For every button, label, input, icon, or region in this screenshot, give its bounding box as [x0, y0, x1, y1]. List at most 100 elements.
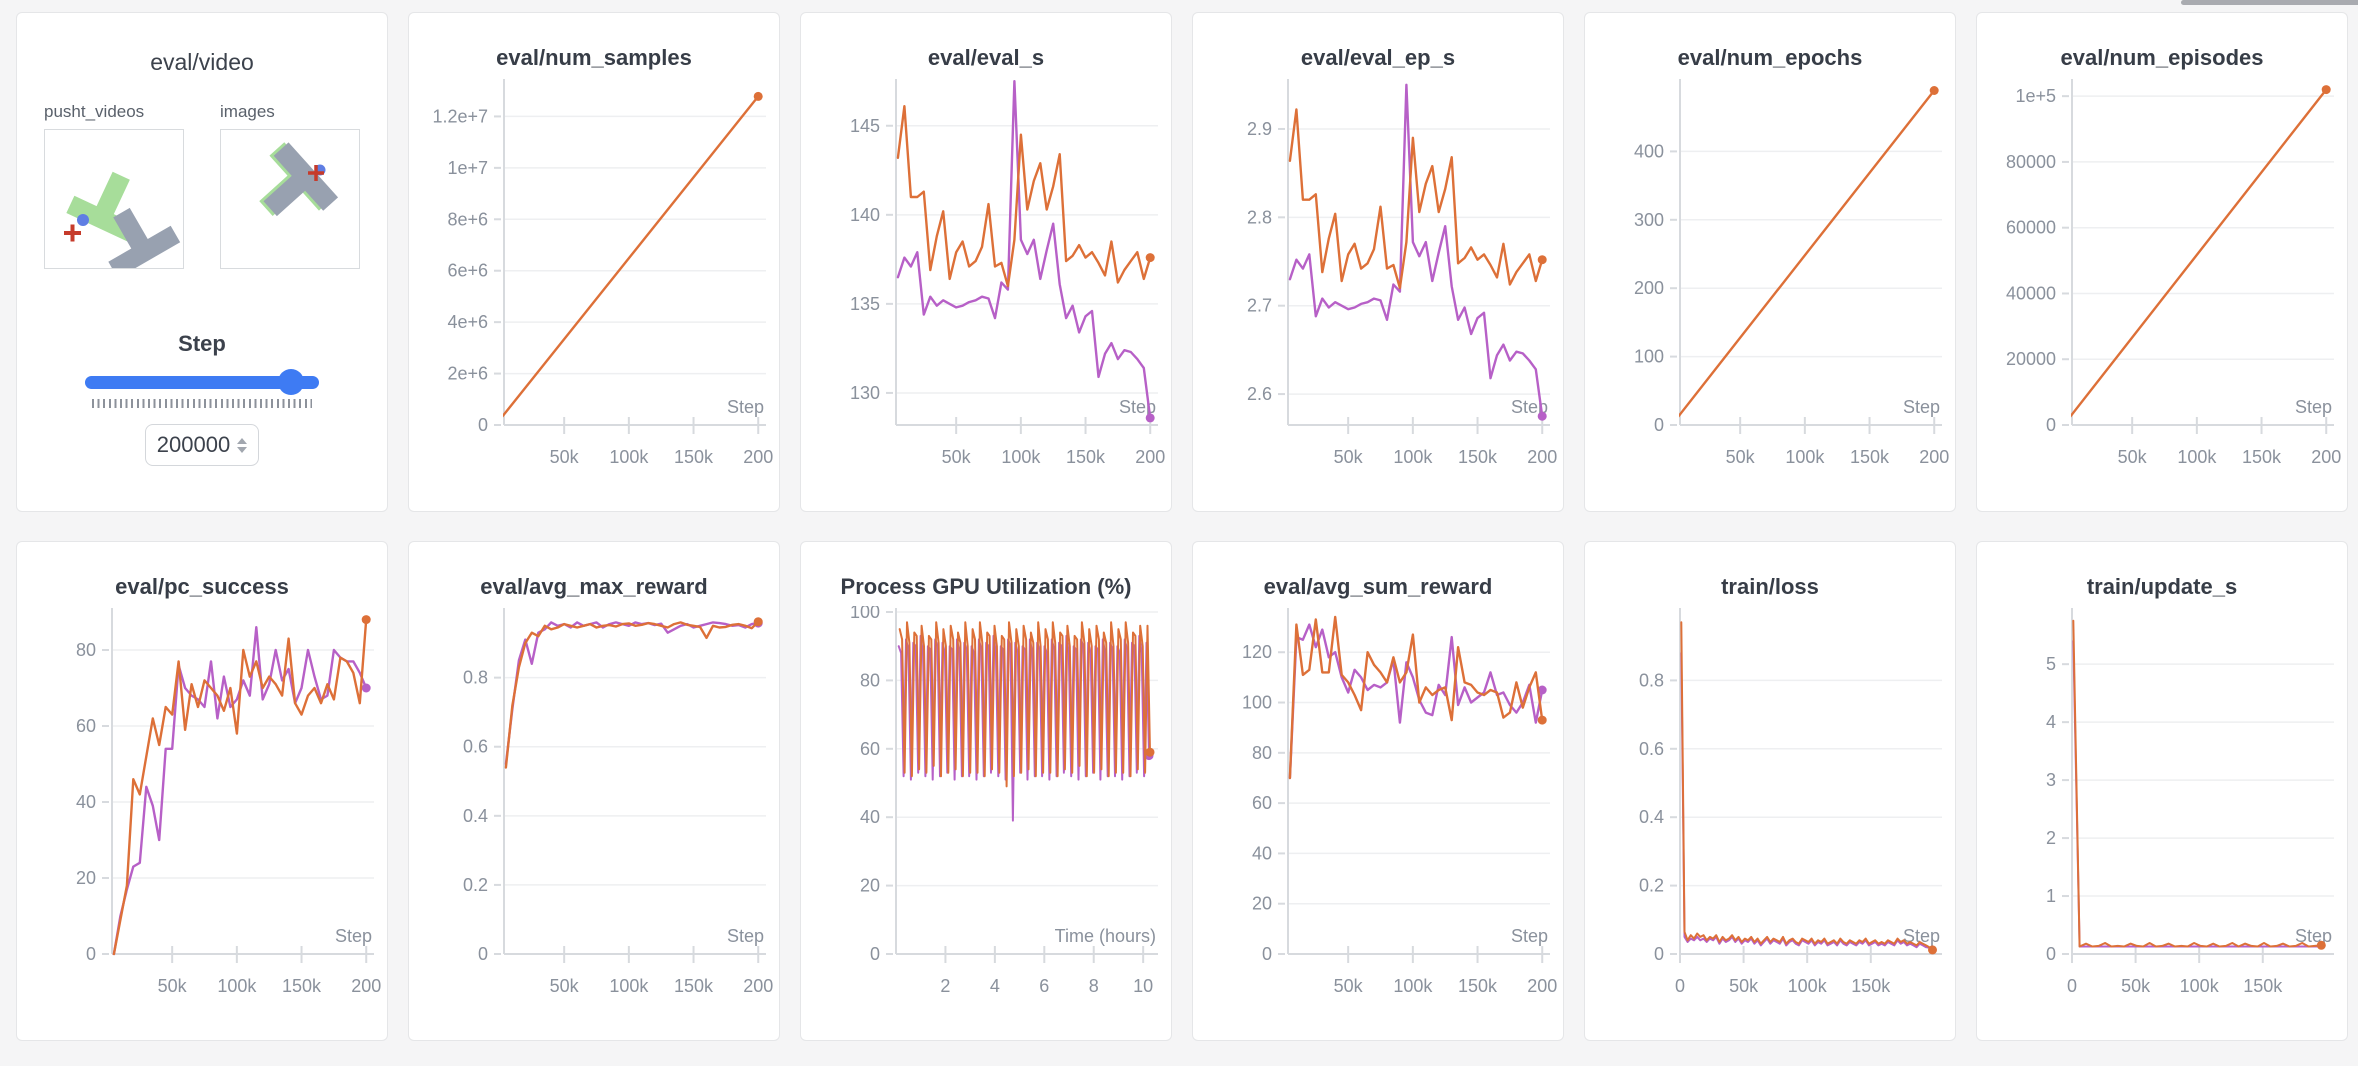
thumb-label: pusht_videos: [44, 102, 145, 121]
chart-eval-eval-s[interactable]: 130 135 140 145 50k 100k 150k 200 Step: [808, 77, 1165, 493]
chart-title: eval/avg_sum_reward: [1263, 574, 1493, 599]
svg-text:80: 80: [1251, 743, 1271, 763]
svg-text:20: 20: [859, 876, 879, 896]
svg-text:150k: 150k: [2243, 976, 2283, 996]
chart-eval-avg-max-reward[interactable]: 0 0.2 0.4 0.6 0.8 50k 100k 150k 200 Step: [416, 606, 773, 1022]
step-slider[interactable]: [85, 369, 319, 395]
svg-text:150k: 150k: [1458, 976, 1498, 996]
panel-eval-num-epochs[interactable]: eval/num_epochs 0 100 200 300 400 50k 100k 150k…: [1584, 12, 1956, 512]
svg-text:0.4: 0.4: [1638, 807, 1663, 827]
svg-text:0: 0: [2045, 944, 2055, 964]
panel-eval-video[interactable]: eval/video pusht_videos: [16, 12, 388, 512]
svg-text:Step: Step: [1510, 397, 1547, 417]
pusht-videos-thumb[interactable]: pusht_videos: [44, 102, 184, 279]
svg-text:100k: 100k: [2179, 976, 2219, 996]
number-spinner[interactable]: [237, 437, 248, 453]
chart-train-loss[interactable]: 0 0.2 0.4 0.6 0.8 0 50k 100k 150k Step: [1592, 606, 1949, 1022]
panel-eval-num-samples[interactable]: eval/num_samples 0 2e+6 4e+6 6e+6 8e+6 1e+7 1.…: [408, 12, 780, 512]
svg-text:2.8: 2.8: [1246, 207, 1271, 227]
chart-gpu-utilization[interactable]: 0 20 40 60 80 100 2 4 6 8 10 Time (hours): [808, 606, 1165, 1022]
svg-text:1: 1: [2045, 886, 2055, 906]
chart-title: eval/num_episodes: [2060, 45, 2264, 70]
chart-eval-num-samples[interactable]: 0 2e+6 4e+6 6e+6 8e+6 1e+7 1.2e+7 50k 100k 150k 20…: [416, 77, 773, 493]
svg-text:100k: 100k: [609, 976, 649, 996]
spinner-down-icon[interactable]: [237, 446, 248, 453]
panel-eval-eval-ep-s[interactable]: eval/eval_ep_s 2.6 2.7 2.8 2.9 50k 100k 150k 20…: [1192, 12, 1564, 512]
svg-text:Step: Step: [726, 926, 763, 946]
chart-train-update-s[interactable]: 0 1 2 3 4 5 0 50k 100k 150k Step: [1984, 606, 2341, 1022]
panel-eval-avg-sum-reward[interactable]: eval/avg_sum_reward 0 20 40 60 80 100 120 50k 10…: [1192, 541, 1564, 1041]
svg-text:0: 0: [1674, 976, 1684, 996]
chart-eval-eval-ep-s[interactable]: 2.6 2.7 2.8 2.9 50k 100k 150k 200 Step: [1200, 77, 1557, 493]
slider-tick-marks: [92, 399, 312, 408]
svg-text:145: 145: [849, 116, 879, 136]
svg-text:80: 80: [859, 670, 879, 690]
step-value: 200000: [156, 432, 231, 457]
chart-eval-pc-success[interactable]: 0 20 40 60 80 50k 100k 150k 200 Step: [24, 606, 381, 1022]
svg-text:100k: 100k: [1001, 447, 1041, 467]
svg-text:8: 8: [1088, 976, 1098, 996]
svg-text:4e+6: 4e+6: [447, 312, 488, 332]
svg-text:0: 0: [2066, 976, 2076, 996]
svg-text:0: 0: [869, 944, 879, 964]
svg-text:0.2: 0.2: [1638, 876, 1663, 896]
step-slider-label: Step: [178, 331, 226, 356]
spinner-up-icon[interactable]: [237, 437, 248, 444]
chart-title: train/loss: [1721, 574, 1819, 599]
svg-text:0.2: 0.2: [462, 875, 487, 895]
horizontal-scrollbar[interactable]: [2181, 0, 2358, 5]
svg-text:200: 200: [351, 976, 381, 996]
panel-train-update-s[interactable]: train/update_s 0 1 2 3 4 5 0 50k 100k 150k Step: [1976, 541, 2348, 1041]
svg-text:100k: 100k: [1393, 447, 1433, 467]
svg-text:150k: 150k: [1458, 447, 1498, 467]
svg-text:200: 200: [743, 447, 773, 467]
svg-text:20000: 20000: [2005, 349, 2055, 369]
svg-text:2.7: 2.7: [1246, 296, 1271, 316]
step-number-input[interactable]: 200000: [145, 424, 259, 466]
panel-eval-num-episodes[interactable]: eval/num_episodes 0 20000 40000 60000 80000 1…: [1976, 12, 2348, 512]
svg-text:50k: 50k: [1333, 976, 1363, 996]
chart-eval-num-epochs[interactable]: 0 100 200 300 400 50k 100k 150k 200 Step: [1592, 77, 1949, 493]
panel-eval-pc-success[interactable]: eval/pc_success 0 20 40 60 80 50k 100k 150k 200 S…: [16, 541, 388, 1041]
slider-thumb[interactable]: [277, 369, 304, 395]
svg-text:4: 4: [2045, 712, 2055, 732]
svg-text:2e+6: 2e+6: [447, 364, 488, 384]
svg-text:0: 0: [1653, 415, 1663, 435]
svg-text:200: 200: [1527, 447, 1557, 467]
svg-text:50k: 50k: [549, 976, 579, 996]
chart-title: train/update_s: [2086, 574, 2238, 599]
svg-text:200: 200: [2311, 447, 2341, 467]
svg-text:1e+5: 1e+5: [2015, 86, 2056, 106]
panel-eval-eval-s[interactable]: eval/eval_s 130 135 140 145 50k 100k 150k 200 St…: [800, 12, 1172, 512]
svg-text:0: 0: [85, 944, 95, 964]
chart-eval-num-episodes[interactable]: 0 20000 40000 60000 80000 1e+5 50k 100k 150k 200 S…: [1984, 77, 2341, 493]
svg-text:0: 0: [1653, 944, 1663, 964]
chart-title: eval/pc_success: [115, 574, 289, 599]
images-thumb: images: [220, 102, 360, 269]
panel-gpu-utilization[interactable]: Process GPU Utilization (%) 0 20 40 60 80 100…: [800, 541, 1172, 1041]
pusht-video-image: [64, 171, 181, 279]
svg-text:5: 5: [2045, 654, 2055, 674]
pusht-video-frame[interactable]: [44, 129, 184, 279]
svg-text:4: 4: [989, 976, 999, 996]
svg-text:100k: 100k: [1787, 976, 1827, 996]
chart-eval-avg-sum-reward[interactable]: 0 20 40 60 80 100 120 50k 100k 150k 200 Step: [1200, 606, 1557, 1022]
svg-text:200: 200: [1633, 278, 1663, 298]
svg-text:130: 130: [849, 383, 879, 403]
svg-text:150k: 150k: [674, 447, 714, 467]
media-thumbnails: pusht_videos images: [44, 102, 360, 279]
svg-text:100k: 100k: [1393, 976, 1433, 996]
svg-text:40: 40: [75, 792, 95, 812]
svg-text:0.6: 0.6: [1638, 739, 1663, 759]
svg-text:0: 0: [1261, 944, 1271, 964]
svg-text:1.2e+7: 1.2e+7: [432, 106, 488, 126]
svg-text:50k: 50k: [1725, 447, 1755, 467]
panel-eval-avg-max-reward[interactable]: eval/avg_max_reward 0 0.2 0.4 0.6 0.8 50k 100k…: [408, 541, 780, 1041]
panel-train-loss[interactable]: train/loss 0 0.2 0.4 0.6 0.8 0 50k 100k 150k Step: [1584, 541, 1956, 1041]
slider-track[interactable]: [85, 376, 319, 389]
svg-text:50k: 50k: [2117, 447, 2147, 467]
svg-text:40: 40: [1251, 843, 1271, 863]
svg-text:2: 2: [940, 976, 950, 996]
svg-text:0.8: 0.8: [1638, 670, 1663, 690]
